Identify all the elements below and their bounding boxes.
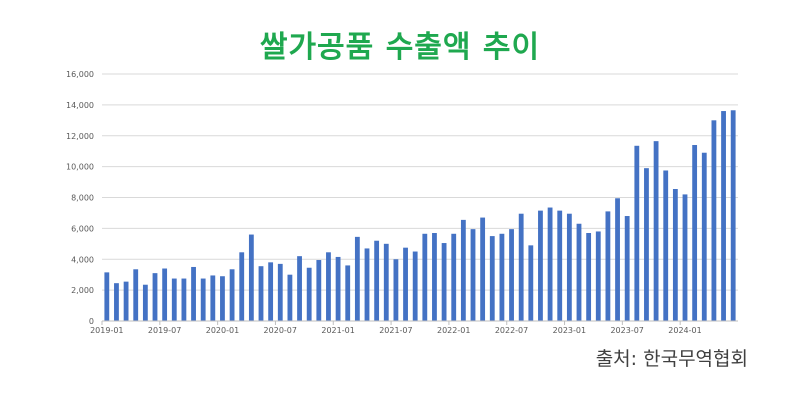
bar xyxy=(605,211,611,321)
y-tick-label: 4,000 xyxy=(71,255,94,264)
bar xyxy=(364,248,370,321)
bar xyxy=(460,219,466,321)
y-tick-label: 8,000 xyxy=(71,194,94,203)
y-tick-label: 10,000 xyxy=(66,163,94,172)
y-axis-ticks: 0 2,000 4,000 6,000 8,000 10,000 12,000 14,000 1… xyxy=(66,70,94,326)
bar xyxy=(114,283,119,321)
y-tick-label: 0 xyxy=(89,317,94,326)
x-tick-label: 2020-01 xyxy=(206,326,239,335)
bar xyxy=(634,145,640,321)
bar xyxy=(518,213,524,321)
bar xyxy=(181,278,187,321)
bar xyxy=(354,236,360,321)
x-tick-label: 2021-01 xyxy=(321,326,354,335)
bar xyxy=(383,243,389,321)
bar xyxy=(509,229,514,321)
bar xyxy=(326,252,331,321)
bar xyxy=(142,284,148,321)
bars xyxy=(104,110,736,321)
x-tick-label: 2019-07 xyxy=(148,326,181,335)
bar xyxy=(210,275,216,321)
y-tick-label: 14,000 xyxy=(66,101,94,110)
bar xyxy=(711,120,717,321)
bar xyxy=(248,234,254,321)
bar xyxy=(566,213,572,321)
bar xyxy=(393,259,399,321)
bar xyxy=(191,266,196,321)
bar xyxy=(730,110,736,321)
chart-title: 쌀가공품 수출액 추이 xyxy=(259,30,541,65)
y-tick-label: 6,000 xyxy=(71,224,94,233)
bar xyxy=(682,194,688,321)
bar xyxy=(171,278,177,321)
bar xyxy=(663,170,669,321)
bar xyxy=(547,207,553,321)
bar xyxy=(335,256,341,321)
x-tick-label: 2024-01 xyxy=(668,326,701,335)
x-tick-label: 2020-07 xyxy=(264,326,297,335)
bar xyxy=(451,233,457,321)
x-tick-label: 2022-07 xyxy=(495,326,528,335)
bar xyxy=(239,252,245,321)
x-tick-label: 2023-01 xyxy=(553,326,586,335)
source-note: 출처: 한국무역협회 xyxy=(595,348,748,370)
bar xyxy=(220,276,225,321)
bar xyxy=(104,272,110,321)
bar xyxy=(403,247,408,321)
bar xyxy=(615,198,620,321)
x-axis-ticks: 2019-01 2019-07 2020-01 2020-07 2021-01 2021-… xyxy=(90,321,702,335)
bar xyxy=(229,269,235,321)
bar xyxy=(133,269,139,321)
bar xyxy=(200,278,206,321)
bar xyxy=(316,260,322,321)
bar xyxy=(162,268,168,321)
x-tick-label: 2023-07 xyxy=(610,326,643,335)
bar xyxy=(412,251,418,321)
bar xyxy=(374,240,380,321)
x-tick-label: 2022-01 xyxy=(437,326,470,335)
bar xyxy=(287,274,293,321)
bar xyxy=(595,231,601,321)
bar xyxy=(258,266,264,321)
bar xyxy=(422,233,428,321)
bar xyxy=(538,210,543,321)
bar xyxy=(297,256,302,321)
bar xyxy=(576,223,582,321)
bar xyxy=(692,145,698,321)
bar xyxy=(557,210,563,321)
bar xyxy=(441,243,447,321)
bar xyxy=(653,141,659,321)
bar xyxy=(586,233,592,321)
y-tick-label: 2,000 xyxy=(71,286,94,295)
y-tick-label: 12,000 xyxy=(66,132,94,141)
gridlines xyxy=(102,73,738,291)
bar xyxy=(624,216,630,321)
y-tick-label: 16,000 xyxy=(66,70,94,79)
bar xyxy=(268,262,274,321)
bar xyxy=(489,236,495,321)
x-tick-label: 2019-01 xyxy=(90,326,123,335)
bar xyxy=(277,263,283,321)
bar xyxy=(432,233,437,321)
bar xyxy=(528,245,534,321)
bar xyxy=(701,152,707,321)
x-tick-label: 2021-07 xyxy=(379,326,412,335)
bar xyxy=(470,229,476,321)
bar xyxy=(480,217,486,321)
bar xyxy=(644,168,649,321)
bar xyxy=(123,281,129,321)
bar xyxy=(152,273,158,321)
bar xyxy=(306,267,312,321)
bar xyxy=(721,111,726,321)
bar xyxy=(499,233,505,321)
bar xyxy=(345,265,351,321)
bar xyxy=(672,189,678,321)
